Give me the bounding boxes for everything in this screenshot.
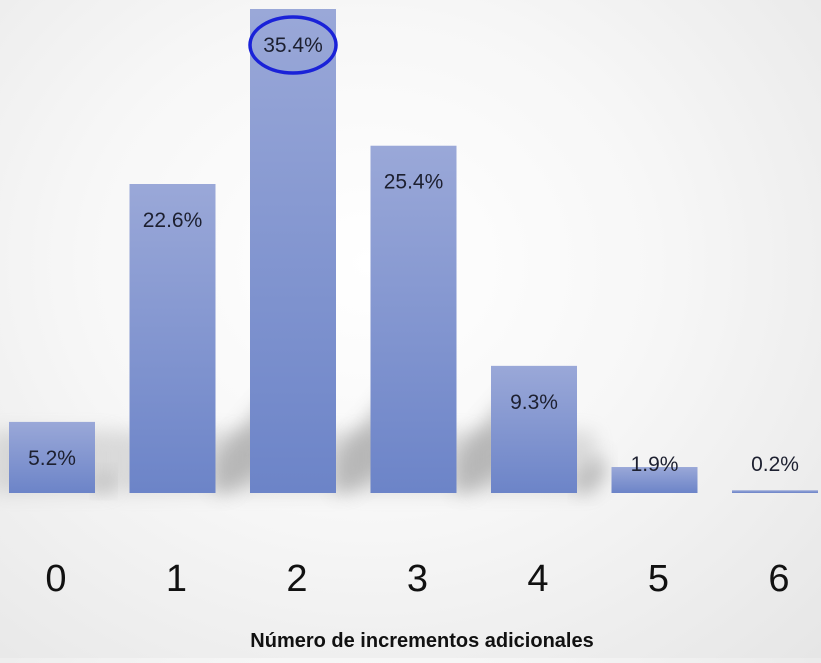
- value-label-2: 35.4%: [263, 34, 323, 57]
- category-label-0: 0: [45, 558, 66, 600]
- category-label-3: 3: [407, 558, 428, 600]
- category-label-2: 2: [286, 558, 307, 600]
- value-label-5: 1.9%: [631, 453, 679, 476]
- value-label-0: 5.2%: [28, 447, 76, 470]
- value-labels: 5.2% 22.6% 35.4% 25.4% 9.3% 1.9% 0.2%: [28, 15, 799, 476]
- value-label-4: 9.3%: [510, 391, 558, 414]
- category-label-6: 6: [768, 558, 789, 600]
- category-label-5: 5: [648, 558, 669, 600]
- category-label-4: 4: [527, 558, 548, 600]
- value-label-1: 22.6%: [143, 209, 203, 232]
- value-label-6: 0.2%: [751, 453, 799, 476]
- highlight-ring: [248, 15, 338, 75]
- category-label-1: 1: [166, 558, 187, 600]
- bar-3: [370, 145, 457, 494]
- bar-5: [611, 467, 698, 493]
- bar-2: [250, 9, 336, 493]
- bar-1: [129, 184, 216, 493]
- bar-4: [491, 365, 577, 493]
- category-labels: 0 1 2 3 4 5 6: [45, 558, 789, 600]
- x-axis-title: Número de incrementos adicionales: [250, 630, 593, 652]
- value-label-3: 25.4%: [384, 171, 444, 194]
- bar-0: [9, 421, 95, 493]
- bars: [9, 9, 818, 494]
- bar-6: [732, 490, 818, 493]
